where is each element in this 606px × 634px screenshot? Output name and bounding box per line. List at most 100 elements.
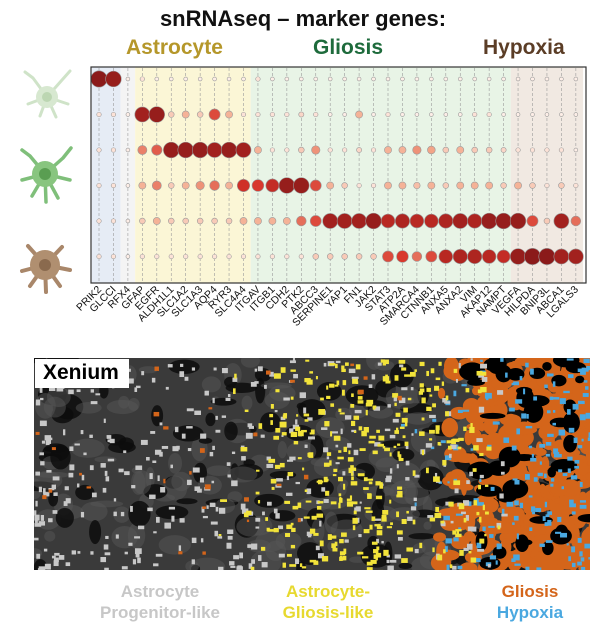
hypoxia-cell — [505, 372, 508, 378]
gliosis-cell — [585, 526, 590, 535]
astrocyte-gliosis-cell — [366, 399, 374, 405]
hypoxia-cell — [579, 504, 587, 509]
expression-dot — [296, 215, 307, 227]
astrocyte-gliosis-cell — [296, 414, 299, 417]
hypoxia-cell — [545, 514, 550, 518]
expression-dot — [241, 76, 246, 82]
astrocyte-progenitor-cell — [384, 428, 391, 432]
expression-dot — [151, 144, 163, 156]
gliosis-cell — [547, 405, 566, 415]
astrocyte-gliosis-cell — [339, 538, 344, 544]
category-label-hypoxia: Hypoxia — [483, 36, 565, 59]
expression-dot — [139, 76, 145, 82]
astrocyte-progenitor-cell — [306, 531, 312, 537]
astrocyte-progenitor-cell — [454, 488, 459, 494]
gliosis-cell — [163, 426, 169, 430]
astrocyte-gliosis-cell — [357, 473, 365, 477]
astrocyte-gliosis-cell — [350, 465, 354, 470]
astrocyte-gliosis-cell — [336, 380, 340, 385]
astrocyte-gliosis-cell — [421, 417, 425, 421]
astrocyte-progenitor-cell — [386, 554, 390, 558]
astrocyte-progenitor-cell — [165, 386, 169, 390]
tissue-patch — [55, 507, 74, 528]
expression-dot — [515, 112, 521, 117]
astrocyte-progenitor-cell — [389, 559, 397, 563]
hypoxia-cell — [571, 562, 576, 568]
hypoxia-cell — [580, 557, 585, 562]
astrocyte-progenitor-cell — [168, 506, 176, 510]
expression-dot — [138, 181, 147, 190]
astrocyte-progenitor-cell — [307, 417, 313, 421]
expression-dot — [268, 217, 277, 225]
expression-dot — [342, 76, 347, 82]
hypoxia-cell — [414, 502, 417, 507]
astrocyte-gliosis-cell — [330, 403, 335, 407]
astrocyte-gliosis-cell — [389, 452, 392, 457]
astrocyte-gliosis-cell — [414, 369, 417, 372]
expression-dot — [472, 76, 477, 82]
astrocyte-progenitor-cell — [232, 377, 238, 382]
astrocyte-progenitor-cell — [137, 557, 141, 564]
tissue-patch — [185, 560, 199, 570]
expression-dot — [509, 248, 527, 265]
expression-dot — [486, 111, 492, 118]
astrocyte-progenitor-cell — [69, 446, 74, 452]
hypoxia-cell — [514, 479, 520, 485]
expression-dot — [236, 178, 251, 193]
astrocyte-gliosis-cell — [290, 522, 294, 526]
expression-dot — [309, 215, 322, 227]
astrocyte-gliosis-cell — [463, 517, 467, 523]
astrocyte-gliosis-cell — [458, 437, 464, 441]
hypoxia-cell — [550, 483, 554, 487]
expression-dot — [105, 70, 122, 88]
gliosis-cell — [153, 411, 160, 417]
gliosis-cell — [514, 358, 535, 367]
astrocyte-progenitor-cell — [194, 410, 202, 415]
expression-dot — [384, 181, 392, 190]
expression-dot — [570, 215, 582, 227]
astrocyte-gliosis-cell — [240, 447, 248, 452]
hypoxia-cell — [562, 473, 568, 477]
astrocyte-gliosis-cell — [469, 426, 475, 433]
astrocyte-progenitor-cell — [399, 364, 404, 368]
expression-dot — [495, 212, 512, 230]
tissue-patch — [404, 412, 433, 425]
astrocyte-progenitor-cell — [306, 488, 312, 495]
astrocyte-gliosis-cell — [301, 566, 307, 569]
astrocyte-progenitor-cell — [221, 368, 228, 374]
hypoxia-cell — [531, 453, 534, 458]
gliosis-cell — [585, 472, 590, 481]
astrocyte-progenitor-cell — [289, 456, 296, 461]
expression-dot — [424, 213, 439, 229]
astrocyte-progenitor-cell — [35, 471, 41, 476]
astrocyte-gliosis-cell — [404, 441, 409, 447]
expression-dot — [110, 147, 117, 153]
astrocyte-gliosis-cell — [234, 373, 237, 379]
astrocyte-progenitor-cell — [481, 376, 488, 382]
hypoxia-cell — [570, 475, 578, 480]
astrocyte-gliosis-cell — [377, 443, 384, 447]
astrocyte-progenitor-cell — [248, 563, 253, 569]
tissue-patch — [240, 358, 260, 368]
astrocyte-gliosis-cell — [404, 374, 412, 377]
hypoxia-cell — [569, 499, 574, 504]
astrocyte-gliosis-cell — [445, 411, 449, 417]
category-label-gliosis: Gliosis — [313, 36, 384, 59]
gliosis-cell — [579, 491, 587, 499]
hypoxia-cell — [561, 486, 564, 490]
astrocyte-progenitor-cell — [377, 362, 382, 366]
hypoxia-cell — [580, 566, 586, 570]
astrocyte-gliosis-cell — [418, 391, 424, 395]
tissue-patch — [388, 461, 421, 487]
astrocyte-progenitor-cell — [466, 480, 470, 485]
hypoxia-cell — [580, 371, 586, 375]
astrocyte-progenitor-cell — [215, 506, 219, 512]
astrocyte-progenitor-cell — [273, 508, 278, 514]
astrocyte-progenitor-cell — [135, 552, 140, 558]
expression-dot — [269, 111, 275, 118]
astrocyte-gliosis-cell — [379, 482, 383, 489]
astrocyte-gliosis-cell — [383, 549, 389, 556]
hypoxia-cell — [484, 392, 492, 399]
hypoxia-cell — [550, 478, 555, 482]
astrocyte-gliosis-cell — [366, 567, 373, 570]
